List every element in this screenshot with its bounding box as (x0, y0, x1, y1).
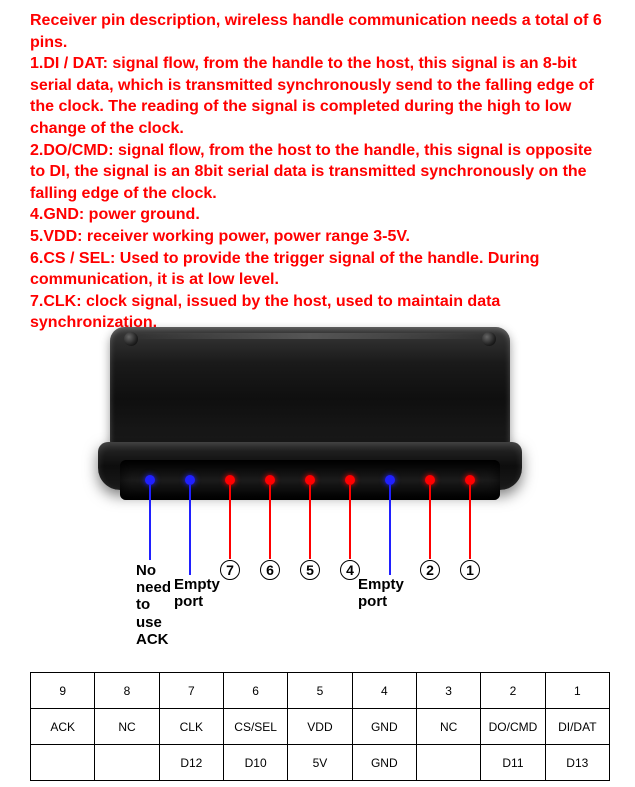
table-cell: 8 (95, 673, 159, 709)
pin-description-block: Receiver pin description, wireless handl… (0, 0, 635, 342)
pin-label-2: Emptyport (174, 576, 230, 611)
lead-line-4 (269, 485, 271, 559)
lead-line-2 (189, 485, 191, 575)
screw-icon (124, 332, 138, 346)
desc-item-1: 1.DI / DAT: signal flow, from the handle… (30, 53, 610, 139)
lead-line-8 (429, 485, 431, 559)
pin-label-4: 6 (260, 560, 280, 580)
lead-line-7 (389, 485, 391, 575)
pin-dot-6 (345, 475, 355, 485)
table-cell: CS/SEL (223, 709, 287, 745)
table-cell: DI/DAT (545, 709, 609, 745)
pin-dot-2 (185, 475, 195, 485)
table-cell: 4 (352, 673, 416, 709)
desc-item-4: 4.GND: power ground. (30, 204, 610, 226)
receiver-diagram: NoneedtouseACKEmptyport7654Emptyport21 (0, 342, 635, 662)
table-cell: VDD (288, 709, 352, 745)
table-cell: 2 (481, 673, 545, 709)
lead-line-3 (229, 485, 231, 559)
pin-dot-5 (305, 475, 315, 485)
table-cell: GND (352, 745, 416, 781)
lead-line-9 (469, 485, 471, 559)
table-cell: GND (352, 709, 416, 745)
desc-intro: Receiver pin description, wireless handl… (30, 10, 610, 53)
pin-dot-7 (385, 475, 395, 485)
pin-dot-1 (145, 475, 155, 485)
table-cell: 6 (223, 673, 287, 709)
table-cell: ACK (31, 709, 95, 745)
receiver-body (110, 327, 510, 447)
table-cell: 9 (31, 673, 95, 709)
pin-label-word: Empty (358, 576, 414, 593)
table-cell (95, 745, 159, 781)
table-cell (31, 745, 95, 781)
pin-label-5: 5 (300, 560, 320, 580)
screw-icon (482, 332, 496, 346)
table-cell (416, 745, 480, 781)
table-row: ACKNCCLKCS/SELVDDGNDNCDO/CMDDI/DAT (31, 709, 610, 745)
pin-label-word: use (136, 614, 186, 631)
pin-label-word: port (174, 593, 230, 610)
pin-label-7: Emptyport (358, 576, 414, 611)
pin-label-word: port (358, 593, 414, 610)
pin-mapping-table: 987654321ACKNCCLKCS/SELVDDGNDNCDO/CMDDI/… (30, 672, 610, 781)
pin-number-circle: 7 (220, 560, 240, 580)
pin-label-word: ACK (136, 631, 186, 648)
lead-line-1 (149, 485, 151, 560)
pin-number-circle: 2 (420, 560, 440, 580)
table-row: 987654321 (31, 673, 610, 709)
table-cell: CLK (159, 709, 223, 745)
table-cell: NC (416, 709, 480, 745)
table-cell: DO/CMD (481, 709, 545, 745)
table-cell: 3 (416, 673, 480, 709)
desc-item-5: 5.VDD: receiver working power, power ran… (30, 226, 610, 248)
table-cell: D11 (481, 745, 545, 781)
pin-dot-4 (265, 475, 275, 485)
lead-line-5 (309, 485, 311, 559)
pin-label-3: 7 (220, 560, 240, 580)
pin-number-circle: 4 (340, 560, 360, 580)
table-cell: D10 (223, 745, 287, 781)
table-row: D12D105VGND D11D13 (31, 745, 610, 781)
pin-dot-8 (425, 475, 435, 485)
table-cell: NC (95, 709, 159, 745)
pin-number-circle: 6 (260, 560, 280, 580)
desc-item-2: 2.DO/CMD: signal flow, from the host to … (30, 140, 610, 205)
pin-dot-9 (465, 475, 475, 485)
table-cell: 5V (288, 745, 352, 781)
table-cell: 1 (545, 673, 609, 709)
pin-label-9: 1 (460, 560, 480, 580)
pin-number-circle: 5 (300, 560, 320, 580)
lead-line-6 (349, 485, 351, 559)
table-cell: D12 (159, 745, 223, 781)
table-cell: 7 (159, 673, 223, 709)
pin-dot-3 (225, 475, 235, 485)
pin-label-6: 4 (340, 560, 360, 580)
pin-number-circle: 1 (460, 560, 480, 580)
pin-label-8: 2 (420, 560, 440, 580)
table-cell: 5 (288, 673, 352, 709)
desc-item-6: 6.CS / SEL: Used to provide the trigger … (30, 248, 610, 291)
table-cell: D13 (545, 745, 609, 781)
